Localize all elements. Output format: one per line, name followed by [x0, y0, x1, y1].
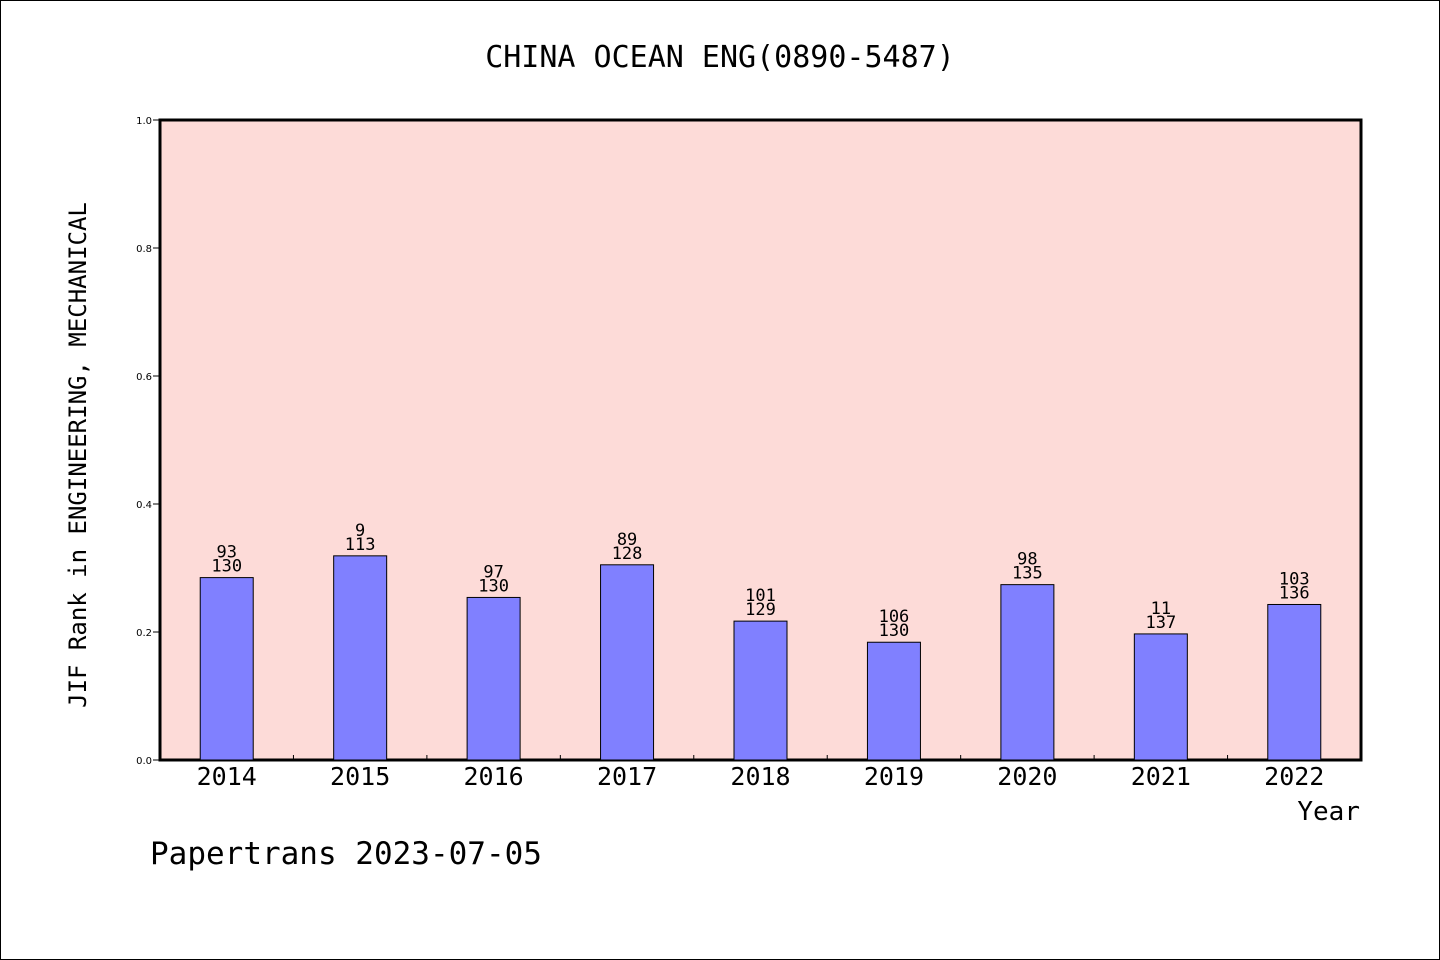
- rank-label: 11: [1151, 599, 1171, 619]
- rank-label: 93: [216, 543, 236, 563]
- rank-label: 106: [879, 607, 910, 627]
- bar-2021: [1133, 633, 1188, 761]
- rank-label: 98: [1017, 550, 1037, 570]
- bar-2016: [466, 596, 521, 761]
- bar-2018: [733, 620, 788, 761]
- x-axis-label: Year: [1297, 797, 1360, 827]
- y-tick-label: 1.0: [136, 116, 152, 127]
- x-tick-label: 2017: [597, 762, 657, 791]
- x-tick-label: 2020: [997, 762, 1057, 791]
- total-label: 135: [1012, 564, 1043, 584]
- y-tick-label: 0.8: [136, 244, 152, 255]
- rank-label: 103: [1279, 569, 1310, 589]
- total-label: 136: [1279, 583, 1310, 603]
- total-label: 137: [1145, 613, 1176, 633]
- total-label: 128: [612, 544, 643, 564]
- bar-2015: [333, 555, 388, 761]
- rank-label: 97: [483, 562, 503, 582]
- x-tick-label: 2016: [464, 762, 524, 791]
- bar-2020: [1000, 584, 1055, 761]
- bar-series: [199, 555, 1322, 761]
- rank-label: 9: [355, 521, 365, 541]
- total-label: 113: [345, 535, 376, 555]
- y-axis: 0.0 0.2 0.4 0.6 0.8 1.0: [136, 116, 160, 767]
- total-label: 130: [211, 557, 242, 577]
- y-tick-label: 0.0: [136, 756, 152, 767]
- chart-title: CHINA OCEAN ENG(0890-5487): [485, 40, 955, 75]
- bar-2014: [199, 577, 254, 761]
- total-label: 130: [879, 621, 910, 641]
- x-tick-label: 2018: [730, 762, 790, 791]
- x-tick-label: 2014: [197, 762, 257, 791]
- y-tick-label: 0.2: [136, 628, 152, 639]
- x-tick-label: 2022: [1264, 762, 1324, 791]
- total-label: 130: [478, 576, 509, 596]
- x-tick-label: 2021: [1131, 762, 1191, 791]
- x-tick-label: 2015: [330, 762, 390, 791]
- rank-label: 101: [745, 586, 776, 606]
- y-axis-label: JIF Rank in ENGINEERING, MECHANICAL: [64, 202, 92, 708]
- total-label: 129: [745, 600, 776, 620]
- y-tick-label: 0.6: [136, 372, 152, 383]
- bar-2017: [600, 564, 655, 761]
- x-tick-label: 2019: [864, 762, 924, 791]
- x-axis: 2014 2015 2016 2017 2018 2019 2020 2021 2022: [197, 755, 1324, 791]
- rank-label: 89: [617, 530, 637, 550]
- bar-2022: [1267, 603, 1322, 761]
- bar-2019: [866, 641, 921, 761]
- footer-credit: Papertrans 2023-07-05: [150, 836, 542, 872]
- y-tick-label: 0.4: [136, 500, 152, 511]
